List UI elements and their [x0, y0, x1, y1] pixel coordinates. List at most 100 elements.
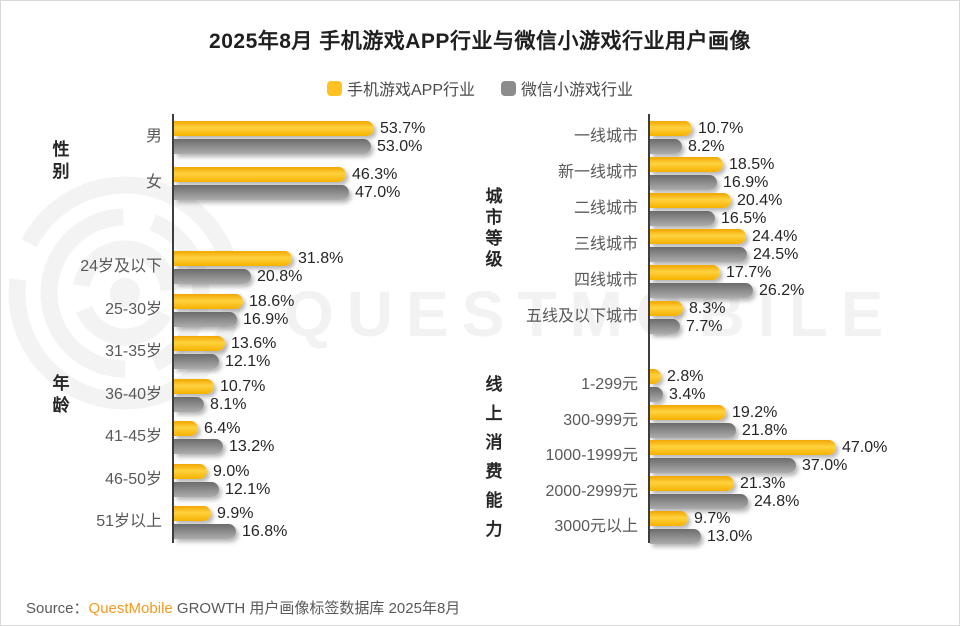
category-label: 31-35岁	[105, 343, 162, 360]
value-label-mini-game-industry: 13.2%	[229, 438, 275, 455]
bar-mini-game-industry	[650, 211, 715, 226]
bar-mini-game-industry	[650, 529, 701, 544]
category-label: 二线城市	[573, 200, 638, 217]
bar-app-industry	[650, 229, 746, 244]
axis-line	[172, 114, 174, 543]
category-label: 3000元以上	[554, 518, 638, 535]
value-label-mini-game-industry: 12.1%	[225, 481, 271, 498]
bar-mini-game-industry	[174, 269, 251, 284]
category-label: 46-50岁	[105, 471, 162, 488]
bar-app-industry	[650, 476, 734, 491]
value-label-mini-game-industry: 12.1%	[225, 353, 271, 370]
value-label-app-industry: 9.0%	[213, 463, 250, 480]
value-label-app-industry: 10.7%	[698, 120, 744, 137]
value-label-app-industry: 53.7%	[380, 120, 426, 137]
legend-item-app-industry: 手机游戏APP行业	[326, 76, 475, 100]
legend-item-mini-game-industry: 微信小游戏行业	[501, 76, 633, 100]
value-label-mini-game-industry: 7.7%	[686, 318, 723, 335]
bar-app-industry	[174, 379, 214, 394]
bar-mini-game-industry	[174, 482, 219, 497]
bar-mini-game-industry	[650, 423, 736, 438]
questmobile-text-watermark: QUESTMOBILE	[284, 278, 897, 350]
category-label: 36-40岁	[105, 386, 162, 403]
bar-mini-game-industry	[650, 387, 663, 402]
bar-mini-game-industry	[174, 139, 371, 154]
value-label-mini-game-industry: 53.0%	[377, 138, 423, 155]
bar-mini-game-industry	[650, 458, 796, 473]
value-label-mini-game-industry: 3.4%	[669, 386, 706, 403]
value-label-mini-game-industry: 21.8%	[742, 422, 788, 439]
bar-mini-game-industry	[174, 524, 236, 539]
bar-app-industry	[650, 301, 683, 316]
value-label-mini-game-industry: 47.0%	[355, 184, 401, 201]
category-label: 新一线城市	[557, 164, 638, 181]
category-label: 300-999元	[563, 412, 638, 429]
category-label: 三线城市	[573, 236, 638, 253]
value-label-app-industry: 10.7%	[220, 378, 266, 395]
legend-label-mini-game-industry: 微信小游戏行业	[521, 82, 634, 99]
bar-app-industry	[174, 336, 225, 351]
bar-app-industry	[650, 369, 661, 384]
source-prefix: Source：	[26, 600, 89, 617]
bar-app-industry	[650, 193, 731, 208]
bar-app-industry	[650, 157, 723, 172]
bar-mini-game-industry	[174, 312, 237, 327]
category-label: 51岁以上	[96, 513, 162, 530]
value-label-app-industry: 46.3%	[352, 166, 398, 183]
axis-line	[648, 114, 650, 543]
source-suffix: GROWTH 用户画像标签数据库 2025年8月	[172, 600, 461, 617]
value-label-app-industry: 18.6%	[249, 293, 295, 310]
category-label: 25-30岁	[105, 301, 162, 318]
category-label: 一线城市	[573, 128, 638, 145]
source-brand: QuestMobile	[88, 600, 173, 617]
value-label-mini-game-industry: 16.8%	[242, 523, 288, 540]
value-label-app-industry: 6.4%	[204, 420, 241, 437]
category-label: 24岁及以下	[80, 258, 162, 275]
value-label-app-industry: 13.6%	[231, 335, 277, 352]
category-label: 1-299元	[581, 376, 638, 393]
bar-app-industry	[650, 405, 726, 420]
category-label: 四线城市	[573, 272, 638, 289]
category-label: 1000-1999元	[545, 447, 638, 464]
bar-app-industry	[174, 464, 207, 479]
legend-label-app-industry: 手机游戏APP行业	[346, 82, 475, 99]
category-label: 女	[145, 174, 162, 191]
value-label-mini-game-industry: 16.9%	[723, 174, 769, 191]
value-label-app-industry: 31.8%	[298, 250, 344, 267]
value-label-app-industry: 9.9%	[217, 505, 254, 522]
value-label-mini-game-industry: 20.8%	[257, 268, 303, 285]
bar-app-industry	[174, 294, 243, 309]
bar-mini-game-industry	[650, 283, 753, 298]
value-label-mini-game-industry: 26.2%	[759, 282, 805, 299]
bar-app-industry	[174, 167, 346, 182]
bar-app-industry	[174, 121, 374, 136]
value-label-app-industry: 24.4%	[752, 228, 798, 245]
value-label-app-industry: 20.4%	[737, 192, 783, 209]
category-label: 2000-2999元	[545, 483, 638, 500]
value-label-mini-game-industry: 8.1%	[210, 396, 247, 413]
value-label-mini-game-industry: 13.0%	[707, 528, 753, 545]
page-title: 2025年8月 手机游戏APP行业与微信小游戏行业用户画像	[209, 30, 751, 53]
legend-swatch-mini-game-industry	[501, 80, 516, 96]
value-label-app-industry: 18.5%	[729, 156, 775, 173]
category-label: 五线及以下城市	[525, 308, 638, 325]
bar-mini-game-industry	[650, 247, 747, 262]
section-label-age: 年龄	[52, 374, 70, 415]
bar-mini-game-industry	[650, 494, 748, 509]
bar-app-industry	[650, 440, 836, 455]
value-label-app-industry: 19.2%	[732, 404, 778, 421]
bar-mini-game-industry	[650, 139, 682, 154]
category-label: 男	[145, 128, 162, 145]
value-label-app-industry: 21.3%	[740, 475, 786, 492]
value-label-mini-game-industry: 24.5%	[753, 246, 799, 263]
section-label-city-tier: 城市等级	[485, 187, 503, 269]
value-label-mini-game-industry: 24.8%	[754, 493, 800, 510]
bar-app-industry	[650, 511, 688, 526]
bar-mini-game-industry	[174, 185, 349, 200]
bar-mini-game-industry	[174, 397, 204, 412]
value-label-app-industry: 17.7%	[726, 264, 772, 281]
section-label-online-spending: 线上消费能力	[485, 375, 503, 539]
bar-mini-game-industry	[650, 175, 717, 190]
